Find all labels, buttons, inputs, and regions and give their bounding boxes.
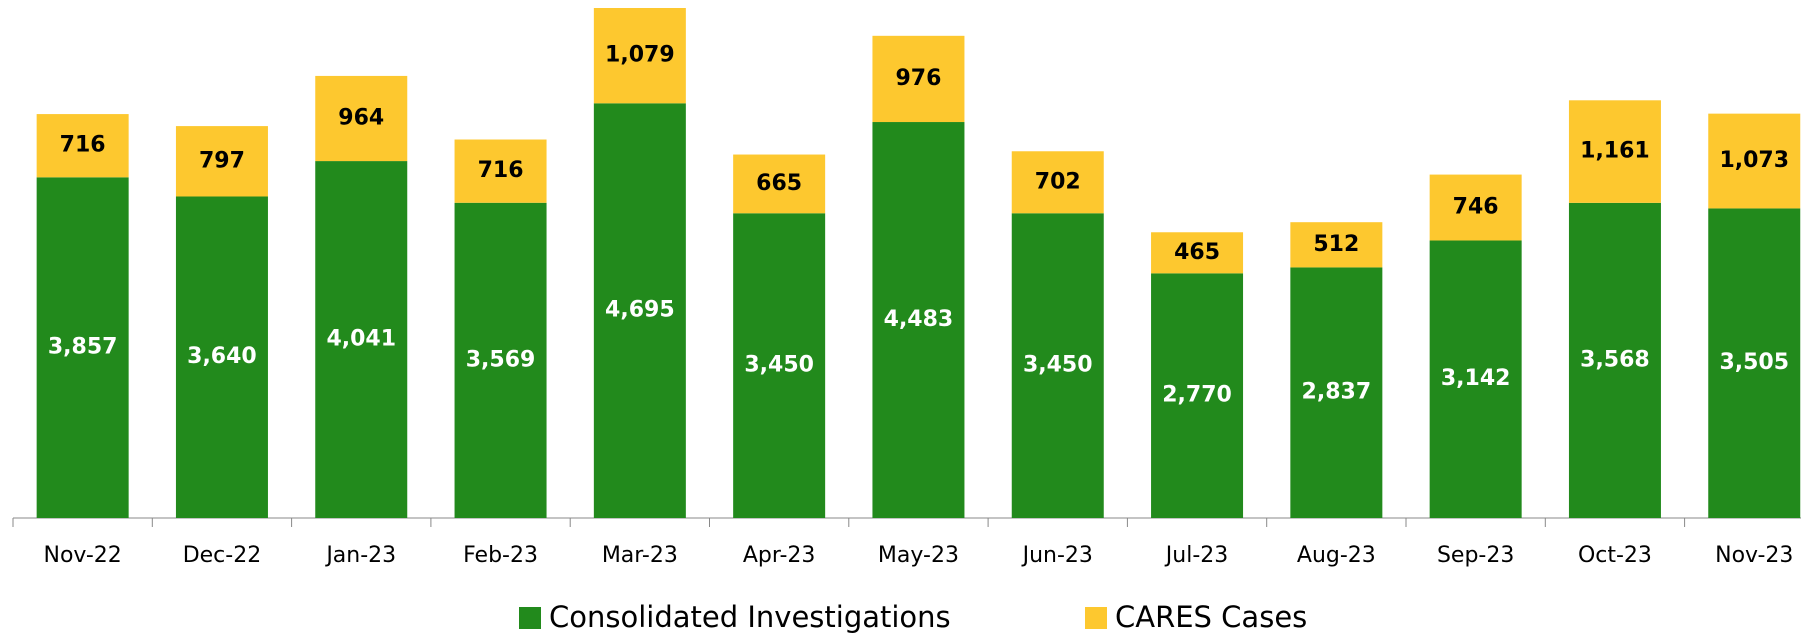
value-label: 964 <box>338 105 384 130</box>
bar-segment <box>733 154 826 214</box>
bar-segment <box>175 126 268 197</box>
legend-label: CARES Cases <box>1115 600 1307 634</box>
bar-segment <box>454 139 547 203</box>
bar-segment <box>315 161 408 518</box>
bar-segment <box>1151 232 1244 274</box>
x-tick-label: May-23 <box>878 543 959 568</box>
bar-segment <box>1290 222 1383 268</box>
value-label: 1,161 <box>1580 139 1650 164</box>
value-label: 702 <box>1035 169 1081 194</box>
bar-segment <box>1011 151 1104 214</box>
x-tick-label: Jan-23 <box>324 543 396 568</box>
x-tick-label: Feb-23 <box>463 543 538 568</box>
value-label: 3,857 <box>48 335 118 360</box>
bar-segment <box>1708 208 1801 518</box>
x-tick-label: Mar-23 <box>602 543 678 568</box>
value-label: 3,450 <box>744 353 814 378</box>
value-label: 465 <box>1174 240 1220 265</box>
value-label: 3,568 <box>1580 347 1650 372</box>
bar-segment <box>315 75 408 162</box>
bar-segment <box>1708 113 1801 209</box>
value-label: 3,142 <box>1441 366 1511 391</box>
x-tick-label: Aug-23 <box>1297 543 1376 568</box>
value-label: 716 <box>60 133 106 158</box>
bar-segment <box>1568 100 1661 203</box>
value-label: 1,073 <box>1719 148 1789 173</box>
bar-segment <box>1011 213 1104 518</box>
value-label: 1,079 <box>605 43 675 68</box>
legend-swatch <box>1085 607 1107 629</box>
value-label: 4,041 <box>326 327 396 352</box>
bar-segment <box>175 196 268 518</box>
value-label: 716 <box>478 158 524 183</box>
value-label: 2,837 <box>1302 380 1372 405</box>
value-label: 746 <box>1453 195 1499 220</box>
bar-segment <box>1429 174 1522 241</box>
value-label: 3,450 <box>1023 353 1093 378</box>
x-tick-label: Sep-23 <box>1437 543 1514 568</box>
bar-segment <box>872 122 965 518</box>
bar-segment <box>1429 240 1522 518</box>
x-tick-label: Nov-22 <box>44 543 122 568</box>
x-tick-label: Oct-23 <box>1578 543 1652 568</box>
value-label: 3,569 <box>466 347 536 372</box>
value-label: 512 <box>1313 232 1359 257</box>
legend-label: Consolidated Investigations <box>549 600 951 634</box>
value-label: 4,483 <box>884 307 954 332</box>
value-label: 976 <box>895 66 941 91</box>
x-tick-label: Apr-23 <box>743 543 816 568</box>
bar-segment <box>593 103 686 519</box>
bar-segment <box>454 202 547 519</box>
bar-segment <box>36 177 129 519</box>
legend-swatch <box>519 607 541 629</box>
bar-segment <box>1568 202 1661 519</box>
value-label: 3,640 <box>187 344 257 369</box>
x-tick-label: Dec-22 <box>183 543 262 568</box>
value-label: 2,770 <box>1162 383 1232 408</box>
x-tick-label: Nov-23 <box>1715 543 1793 568</box>
value-label: 3,505 <box>1719 350 1789 375</box>
value-label: 797 <box>199 148 245 173</box>
bar-segment <box>733 213 826 518</box>
value-label: 4,695 <box>605 298 675 323</box>
bar-segment <box>593 8 686 104</box>
value-label: 665 <box>756 171 802 196</box>
x-tick-label: Jul-23 <box>1164 543 1228 568</box>
x-tick-label: Jun-23 <box>1021 543 1093 568</box>
bar-segment <box>1151 273 1244 518</box>
bar-segment <box>872 35 965 123</box>
bar-segment <box>1290 267 1383 518</box>
bar-segment <box>36 114 129 178</box>
